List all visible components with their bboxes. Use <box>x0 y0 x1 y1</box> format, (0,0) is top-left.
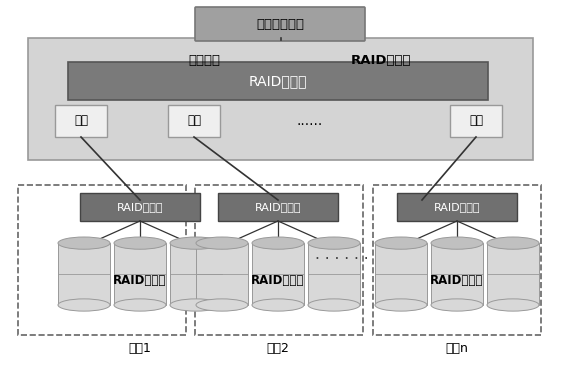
Bar <box>375 243 427 305</box>
Bar <box>196 243 248 305</box>
Ellipse shape <box>375 237 427 249</box>
Bar <box>170 243 222 305</box>
FancyBboxPatch shape <box>195 7 365 41</box>
Text: RAID子系统: RAID子系统 <box>430 274 484 288</box>
Ellipse shape <box>375 299 427 311</box>
Ellipse shape <box>252 299 304 311</box>
Text: · · · · · ·: · · · · · · <box>315 253 369 268</box>
Text: RAID主系统: RAID主系统 <box>351 54 412 66</box>
Text: RAID控制器: RAID控制器 <box>117 202 163 212</box>
Bar <box>252 243 304 305</box>
Text: 盘仓2: 盘仓2 <box>266 342 289 356</box>
Text: 盘仓1: 盘仓1 <box>128 342 151 356</box>
Bar <box>68 62 488 100</box>
Bar <box>308 243 360 305</box>
Bar <box>218 193 338 221</box>
Ellipse shape <box>431 237 483 249</box>
Ellipse shape <box>58 299 110 311</box>
Ellipse shape <box>431 299 483 311</box>
Text: RAID子系统: RAID子系统 <box>251 274 305 288</box>
Text: 接口: 接口 <box>469 115 483 127</box>
Text: 接口: 接口 <box>187 115 201 127</box>
Text: 系统主板: 系统主板 <box>189 54 221 66</box>
Bar <box>195 185 363 335</box>
Ellipse shape <box>308 299 360 311</box>
Text: RAID控制器: RAID控制器 <box>254 202 301 212</box>
Bar <box>397 193 517 221</box>
Bar <box>80 193 200 221</box>
Bar <box>28 38 533 160</box>
Ellipse shape <box>487 299 539 311</box>
Ellipse shape <box>114 237 166 249</box>
Ellipse shape <box>308 237 360 249</box>
Ellipse shape <box>252 237 304 249</box>
Bar <box>18 185 186 335</box>
Bar <box>373 185 541 335</box>
Bar <box>431 243 483 305</box>
Text: RAID子系统: RAID子系统 <box>113 274 167 288</box>
Bar <box>450 105 502 137</box>
Bar <box>168 105 220 137</box>
Ellipse shape <box>170 237 222 249</box>
Text: ......: ...... <box>297 114 323 128</box>
Bar <box>58 243 110 305</box>
Bar <box>114 243 166 305</box>
Ellipse shape <box>170 299 222 311</box>
Bar <box>55 105 107 137</box>
Ellipse shape <box>58 237 110 249</box>
Text: RAID控制器: RAID控制器 <box>249 74 307 88</box>
Ellipse shape <box>487 237 539 249</box>
Text: 对外主机端口: 对外主机端口 <box>256 18 304 31</box>
Text: RAID控制器: RAID控制器 <box>434 202 480 212</box>
Ellipse shape <box>196 237 248 249</box>
Ellipse shape <box>114 299 166 311</box>
Text: 盘仓n: 盘仓n <box>445 342 468 356</box>
Ellipse shape <box>196 299 248 311</box>
Bar <box>487 243 539 305</box>
Text: 接口: 接口 <box>74 115 88 127</box>
